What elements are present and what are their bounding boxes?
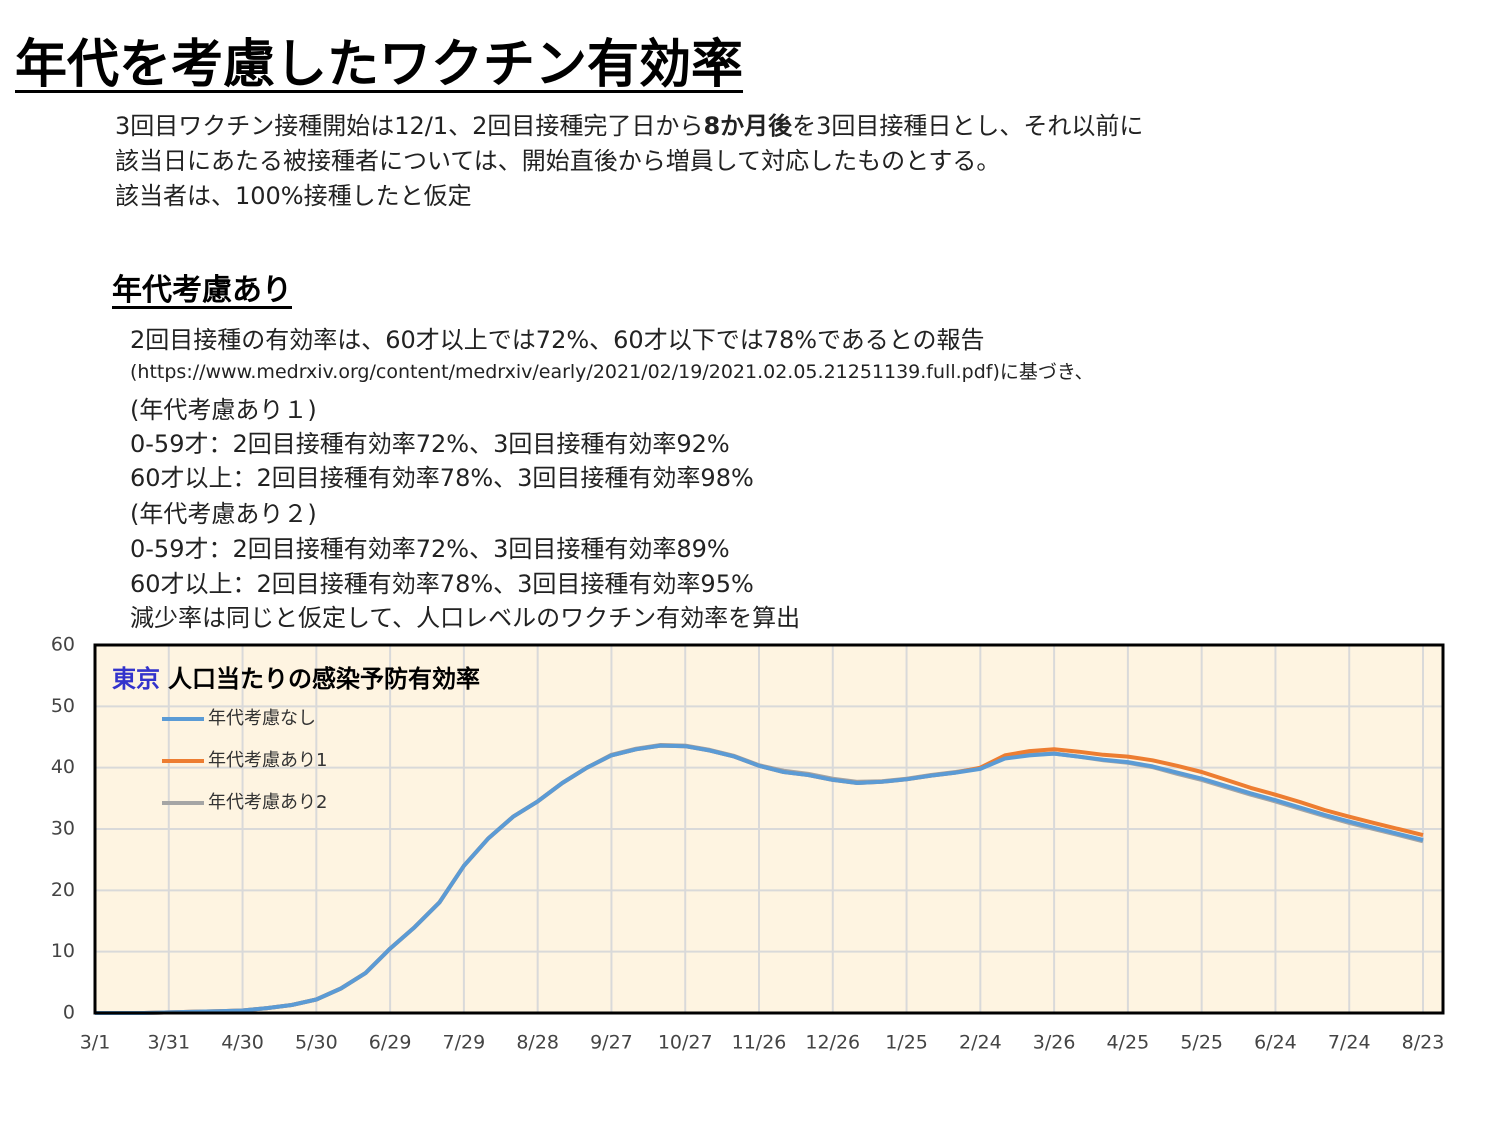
y-tick-label: 60: [51, 634, 75, 656]
x-tick-label: 3/31: [147, 1032, 190, 1054]
legend-label: 年代考慮なし: [208, 708, 316, 729]
x-tick-label: 9/27: [590, 1032, 633, 1054]
emphasis: 8か月後: [703, 112, 793, 140]
y-tick-label: 20: [51, 879, 75, 901]
text: を3回目接種日とし、それ以前に: [792, 112, 1144, 140]
x-tick-label: 5/30: [295, 1032, 338, 1054]
x-tick-label: 8/28: [516, 1032, 559, 1054]
y-tick-label: 30: [51, 818, 75, 840]
x-tick-label: 3/1: [80, 1032, 111, 1054]
x-tick-label: 7/29: [443, 1032, 486, 1054]
intro-line: 該当者は、100%接種したと仮定: [115, 182, 472, 210]
x-tick-label: 8/23: [1402, 1032, 1445, 1054]
chart-title: 東京 人口当たりの感染予防有効率: [112, 665, 480, 693]
x-tick-label: 2/24: [959, 1032, 1002, 1054]
x-tick-label: 7/24: [1328, 1032, 1371, 1054]
body-line: 2回目接種の有効率は、60才以上では72%、60才以下では78%であるとの報告: [130, 326, 985, 354]
y-tick-label: 0: [63, 1002, 75, 1024]
y-tick-label: 10: [51, 940, 75, 962]
chart: 3/1 3/31 4/30 5/30 6/29 7/29 8/28 9/27 10/27 11/2…: [51, 634, 1445, 1054]
x-tick-label: 11/26: [732, 1032, 787, 1054]
chart-title-region: 東京: [112, 665, 160, 693]
body-line: 減少率は同じと仮定して、人口レベルのワクチン有効率を算出: [130, 604, 801, 632]
body-line: 0-59才：2回目接種有効率72%、3回目接種有効率92%: [130, 430, 730, 458]
legend-label: 年代考慮あり2: [208, 792, 327, 813]
section-title: 年代考慮あり: [112, 273, 292, 308]
intro-line: 3回目ワクチン接種開始は12/1、2回目接種完了日から8か月後を3回目接種日とし…: [115, 106, 1143, 141]
x-tick-label: 12/26: [805, 1032, 860, 1054]
body-line: 0-59才：2回目接種有効率72%、3回目接種有効率89%: [130, 535, 730, 563]
body-line: (https://www.medrxiv.org/content/medrxiv…: [130, 361, 1094, 383]
heading: 年代を考慮したワクチン有効率: [15, 35, 744, 95]
body-line: (年代考慮あり１): [130, 396, 317, 424]
x-tick-label: 10/27: [658, 1032, 713, 1054]
body-line: (年代考慮あり２): [130, 500, 317, 528]
body-line: 60才以上：2回目接種有効率78%、3回目接種有効率98%: [130, 464, 754, 492]
x-tick-label: 6/29: [369, 1032, 412, 1054]
x-tick-label: 4/25: [1107, 1032, 1150, 1054]
series-line: [95, 743, 1424, 1015]
text: 3回目ワクチン接種開始は12/1、2回目接種完了日から: [115, 112, 704, 140]
y-tick-label: 50: [51, 695, 75, 717]
body-line: 60才以上：2回目接種有効率78%、3回目接種有効率95%: [130, 570, 754, 598]
x-tick-label: 1/25: [885, 1032, 928, 1054]
chart-title-text: 人口当たりの感染予防有効率: [168, 665, 480, 693]
legend-label: 年代考慮あり1: [208, 750, 327, 771]
x-tick-label: 5/25: [1180, 1032, 1223, 1054]
y-tick-label: 40: [51, 756, 75, 778]
x-tick-label: 6/24: [1254, 1032, 1297, 1054]
plot-border: [93, 643, 1445, 1015]
x-tick-label: 3/26: [1033, 1032, 1076, 1054]
intro-line: 該当日にあたる被接種者については、開始直後から増員して対応したものとする。: [115, 147, 1001, 175]
x-tick-label: 4/30: [221, 1032, 264, 1054]
